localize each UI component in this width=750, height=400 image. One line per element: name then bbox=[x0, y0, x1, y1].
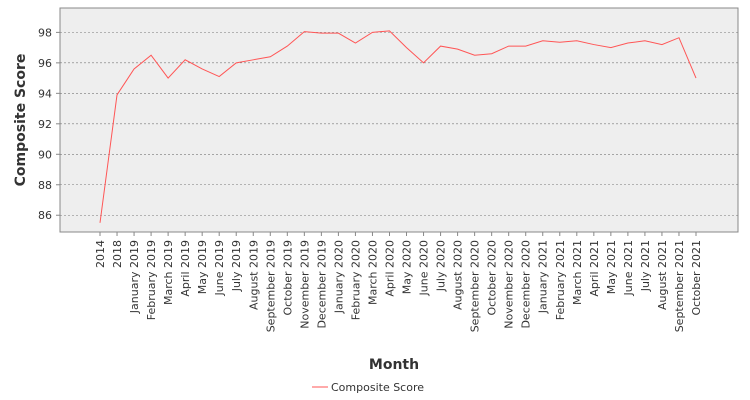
x-tick-label: February 2019 bbox=[145, 240, 158, 320]
x-tick-label: May 2021 bbox=[605, 240, 618, 294]
x-tick-label: November 2020 bbox=[503, 240, 516, 329]
x-tick-label: January 2020 bbox=[332, 240, 345, 314]
y-tick-label: 90 bbox=[38, 148, 52, 161]
x-tick-label: January 2019 bbox=[128, 240, 141, 314]
line bbox=[99, 30, 697, 223]
x-tick-label: October 2019 bbox=[281, 240, 294, 316]
x-tick-label: January 2021 bbox=[537, 240, 550, 314]
y-tick-label: 86 bbox=[38, 209, 52, 222]
x-tick-label: December 2020 bbox=[520, 240, 533, 329]
x-tick-label: July 2021 bbox=[639, 240, 652, 292]
x-tick-label: April 2019 bbox=[179, 240, 192, 297]
x-tick-label: May 2019 bbox=[196, 240, 209, 294]
x-tick-label: September 2020 bbox=[469, 240, 482, 332]
x-tick-label: April 2020 bbox=[383, 240, 396, 297]
x-tick-label: March 2019 bbox=[162, 240, 175, 305]
legend-label: Composite Score bbox=[331, 381, 424, 394]
plot-area bbox=[59, 7, 739, 233]
y-tick-label: 96 bbox=[38, 57, 52, 70]
x-tick-label: December 2019 bbox=[315, 240, 328, 329]
x-tick-label: March 2021 bbox=[571, 240, 584, 305]
x-tick-label: February 2021 bbox=[554, 240, 567, 320]
y-axis-title: Composite Score bbox=[13, 54, 29, 187]
x-tick-label: 2018 bbox=[111, 240, 124, 268]
x-tick-label: April 2021 bbox=[588, 240, 601, 297]
x-tick-label: August 2019 bbox=[247, 240, 260, 310]
x-tick-label: September 2021 bbox=[673, 240, 686, 332]
x-tick-label: February 2020 bbox=[349, 240, 362, 320]
x-tick-label: October 2021 bbox=[690, 240, 703, 316]
x-tick-label: July 2019 bbox=[230, 240, 243, 292]
x-tick-label: October 2020 bbox=[486, 240, 499, 316]
y-tick-label: 94 bbox=[38, 87, 52, 100]
y-tick-label: 98 bbox=[38, 26, 52, 39]
x-tick-label: June 2019 bbox=[213, 240, 226, 296]
x-tick-label: 2014 bbox=[94, 240, 107, 268]
x-tick-label: August 2020 bbox=[452, 240, 465, 310]
x-tick-label: June 2020 bbox=[418, 240, 431, 296]
x-tick-label: July 2020 bbox=[435, 240, 448, 292]
x-axis-title: Month bbox=[369, 357, 419, 373]
y-tick-label: 88 bbox=[38, 179, 52, 192]
x-tick-label: August 2021 bbox=[656, 240, 669, 310]
x-tick-label: March 2020 bbox=[366, 240, 379, 305]
x-tick-label: June 2021 bbox=[622, 240, 635, 296]
x-tick-label: May 2020 bbox=[401, 240, 414, 294]
y-tick-label: 92 bbox=[38, 118, 52, 131]
x-tick-label: September 2019 bbox=[264, 240, 277, 332]
x-tick-label: November 2019 bbox=[298, 240, 311, 329]
